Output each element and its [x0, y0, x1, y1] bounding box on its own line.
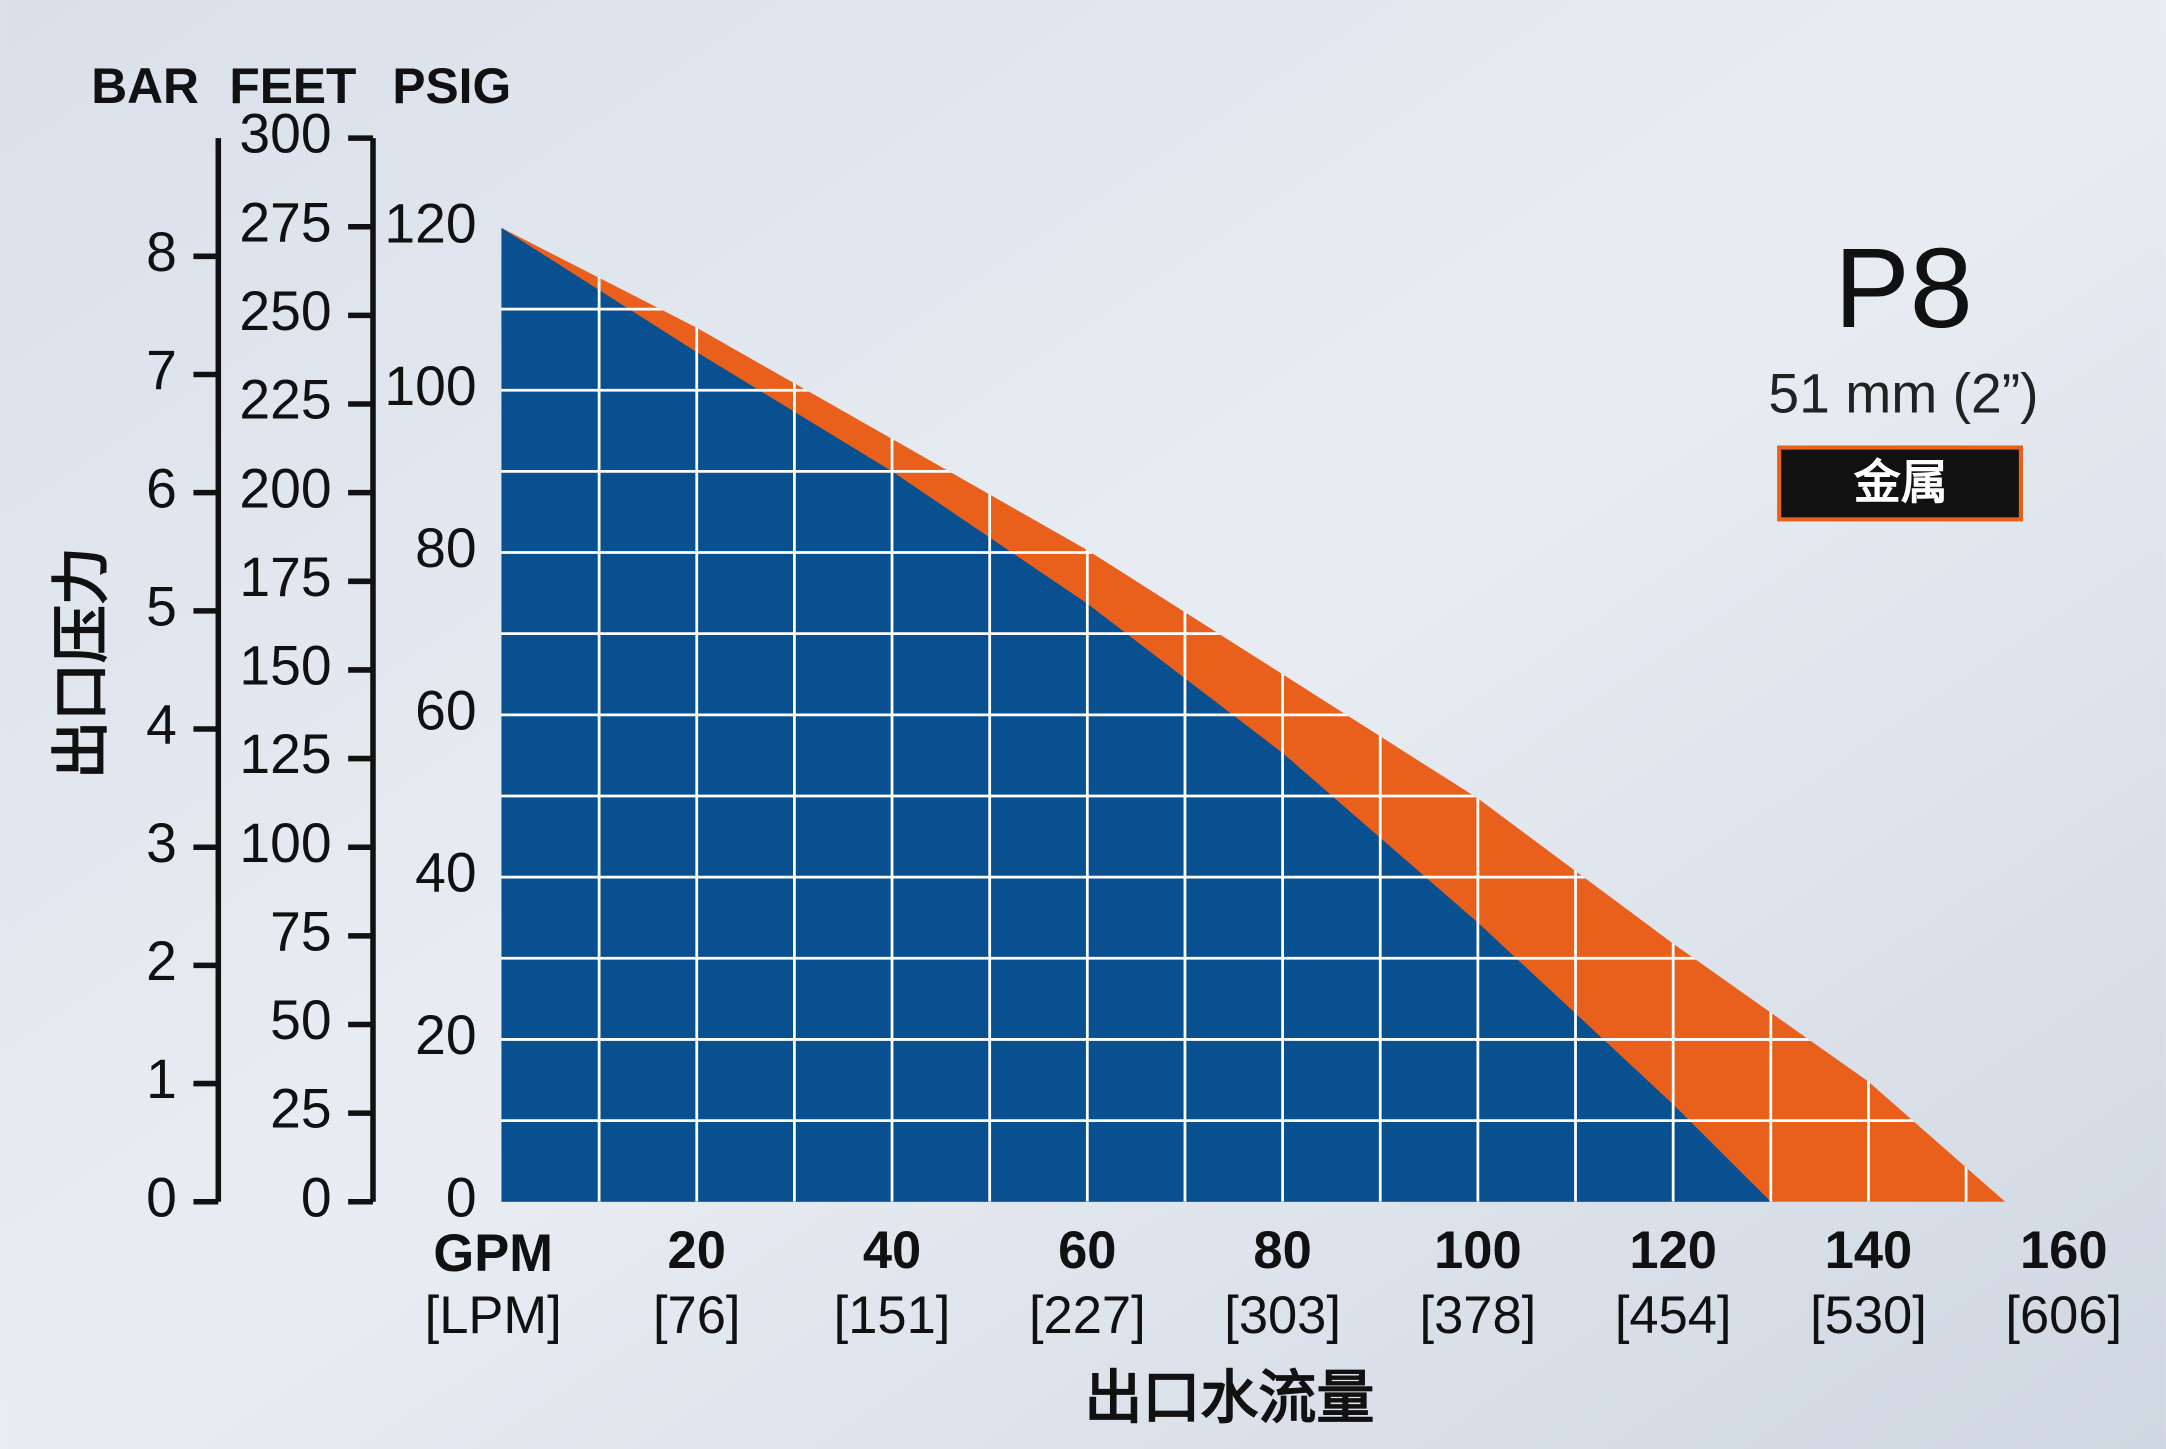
- axis-tick-label: 250: [239, 280, 331, 342]
- x-tick-label: 140: [1825, 1221, 1913, 1280]
- axis-tick-label: 125: [239, 723, 331, 785]
- x-tick-secondary-label: [303]: [1224, 1286, 1341, 1345]
- y-tick-label: 20: [415, 1004, 476, 1066]
- x-tick-label: 160: [2020, 1221, 2108, 1280]
- axis-tick-label: 100: [239, 812, 331, 874]
- axis-tick-label: 4: [146, 694, 177, 756]
- axis-tick-label: 175: [239, 546, 331, 608]
- axis-tick-label: 7: [146, 339, 177, 401]
- axis-tick-label: 300: [239, 103, 331, 165]
- y-tick-label: 100: [384, 355, 476, 417]
- axis-tick-label: 225: [239, 369, 331, 431]
- axis-tick-label: 2: [146, 930, 177, 992]
- axis-tick-label: 25: [270, 1078, 331, 1140]
- x-tick-label: 40: [863, 1221, 921, 1280]
- x-tick-secondary-label: [151]: [834, 1286, 951, 1345]
- axis-tick-label: 3: [146, 812, 177, 874]
- y-unit: PSIG: [392, 58, 511, 114]
- y-tick-label: 80: [415, 517, 476, 579]
- x-axis-title: 出口水流量: [1084, 1365, 1374, 1430]
- x-unit-secondary: [LPM]: [425, 1286, 562, 1345]
- axis-tick-label: 0: [146, 1166, 177, 1228]
- x-unit: GPM: [433, 1224, 553, 1283]
- x-tick-label: 60: [1058, 1221, 1116, 1280]
- axis-tick-label: 75: [270, 900, 331, 962]
- y-tick-label: 120: [384, 193, 476, 255]
- axis-header: BAR: [91, 58, 199, 114]
- axis-tick-label: 275: [239, 191, 331, 253]
- chart-title: P8: [1834, 225, 1973, 352]
- x-tick-label: 20: [668, 1221, 726, 1280]
- axis-tick-label: 150: [239, 635, 331, 697]
- badge-box: [1777, 445, 2023, 522]
- x-tick-label: 100: [1434, 1221, 1522, 1280]
- y-tick-label: 60: [415, 679, 476, 741]
- axis-tick-label: 0: [301, 1166, 332, 1228]
- x-tick-secondary-label: [76]: [653, 1286, 741, 1345]
- x-tick-secondary-label: [530]: [1810, 1286, 1927, 1345]
- y-axis-title: 出口压力: [49, 547, 114, 779]
- x-tick-secondary-label: [454]: [1615, 1286, 1732, 1345]
- subtitle: 51 mm (2”): [1768, 362, 2038, 424]
- y-tick-label: 40: [415, 842, 476, 904]
- axis-tick-label: 5: [146, 575, 177, 637]
- x-tick-secondary-label: [227]: [1029, 1286, 1146, 1345]
- axis-tick-label: 8: [146, 221, 177, 283]
- x-tick-secondary-label: [606]: [2005, 1286, 2122, 1345]
- y-tick-label: 0: [446, 1166, 477, 1228]
- axis-tick-label: 50: [270, 989, 331, 1051]
- x-tick-label: 80: [1253, 1221, 1311, 1280]
- axis-tick-label: 200: [239, 457, 331, 519]
- x-tick-label: 120: [1629, 1221, 1717, 1280]
- axis-tick-label: 6: [146, 457, 177, 519]
- axis-tick-label: 1: [146, 1048, 177, 1110]
- axis-header: FEET: [229, 58, 356, 114]
- badge: 金属: [1853, 456, 1948, 509]
- x-tick-secondary-label: [378]: [1420, 1286, 1537, 1345]
